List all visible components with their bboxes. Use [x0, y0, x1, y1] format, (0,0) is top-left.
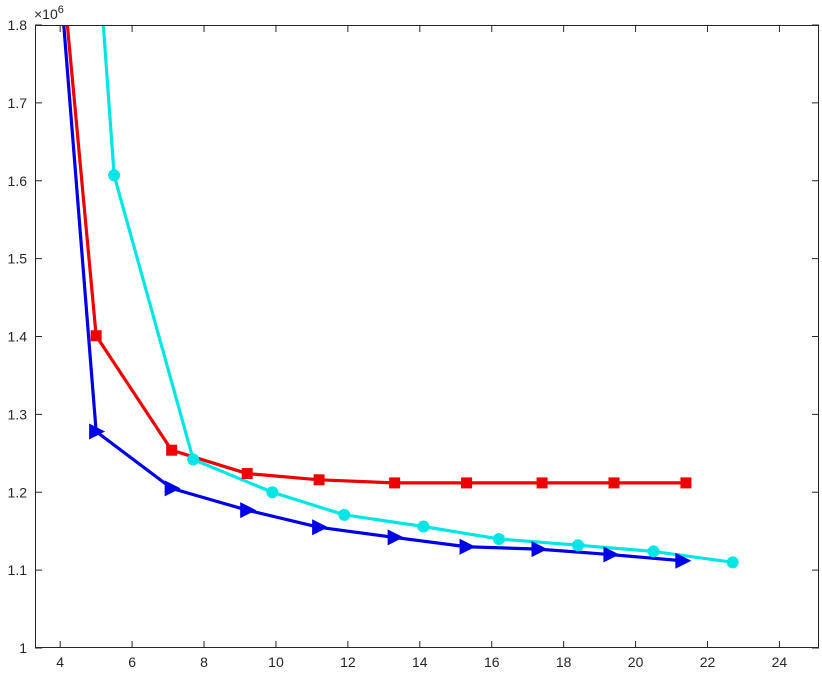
- axis-layer: 4 6 8 10 12 14 16 18 20 22 24 1 1.1 1.2 1.3 1.4 1.5 1.6 1.…: [8, 17, 819, 670]
- data-point-series-1: [459, 538, 476, 555]
- y-tick-label: 1.5: [8, 251, 28, 267]
- x-tick-label: 18: [556, 654, 572, 670]
- y-tick-label: 1.4: [8, 329, 28, 345]
- data-point-series-2: [680, 477, 692, 489]
- x-tick-label: 22: [700, 654, 716, 670]
- data-point-series-1: [531, 541, 548, 558]
- y-tick-label: 1.3: [8, 406, 28, 422]
- marker-layer: [89, 169, 739, 569]
- data-point-series-3: [492, 532, 505, 545]
- data-point-series-3: [108, 169, 121, 182]
- y-tick-label: 1.1: [8, 562, 28, 578]
- x-tick-label: 4: [56, 654, 64, 670]
- plot-background: [35, 25, 819, 648]
- data-point-series-2: [313, 474, 325, 486]
- data-point-series-1: [240, 502, 257, 519]
- data-point-series-2: [241, 468, 253, 480]
- data-point-series-2: [536, 477, 548, 489]
- data-point-series-1: [89, 423, 106, 440]
- x-tick-label: 6: [128, 654, 136, 670]
- data-point-series-1: [603, 546, 620, 563]
- series-line-2: [65, 25, 686, 485]
- x-tick-label: 24: [772, 654, 788, 670]
- x-tick-label: 20: [628, 654, 644, 670]
- data-point-series-1: [312, 519, 329, 536]
- data-point-series-1: [387, 529, 404, 546]
- data-point-series-2: [389, 477, 401, 489]
- data-point-series-1: [164, 480, 181, 497]
- x-tick-label: 12: [340, 654, 356, 670]
- data-point-series-3: [187, 453, 200, 466]
- y-tick-label: 1.6: [8, 173, 28, 189]
- y-exponent-label: ×106: [34, 4, 64, 22]
- data-point-series-2: [461, 477, 473, 489]
- data-point-series-3: [647, 545, 660, 558]
- y-tick-label: 1.8: [8, 17, 28, 33]
- data-point-series-3: [266, 486, 279, 499]
- y-tick-label: 1.2: [8, 484, 28, 500]
- y-tick-label: 1: [19, 640, 27, 656]
- series-layer: [62, 25, 733, 564]
- data-point-series-3: [417, 520, 430, 533]
- data-point-series-1: [675, 552, 692, 569]
- data-point-series-3: [726, 556, 739, 569]
- series-line-3: [101, 25, 733, 564]
- x-tick-label: 10: [268, 654, 284, 670]
- x-tick-label: 14: [412, 654, 428, 670]
- series-line-1: [62, 25, 683, 563]
- data-point-series-3: [572, 539, 585, 552]
- x-tick-label: 16: [484, 654, 500, 670]
- y-tick-label: 1.7: [8, 95, 28, 111]
- data-point-series-3: [338, 508, 351, 521]
- x-tick-label: 8: [200, 654, 208, 670]
- data-point-series-2: [608, 477, 620, 489]
- data-point-series-2: [90, 330, 102, 342]
- data-point-series-2: [166, 444, 178, 456]
